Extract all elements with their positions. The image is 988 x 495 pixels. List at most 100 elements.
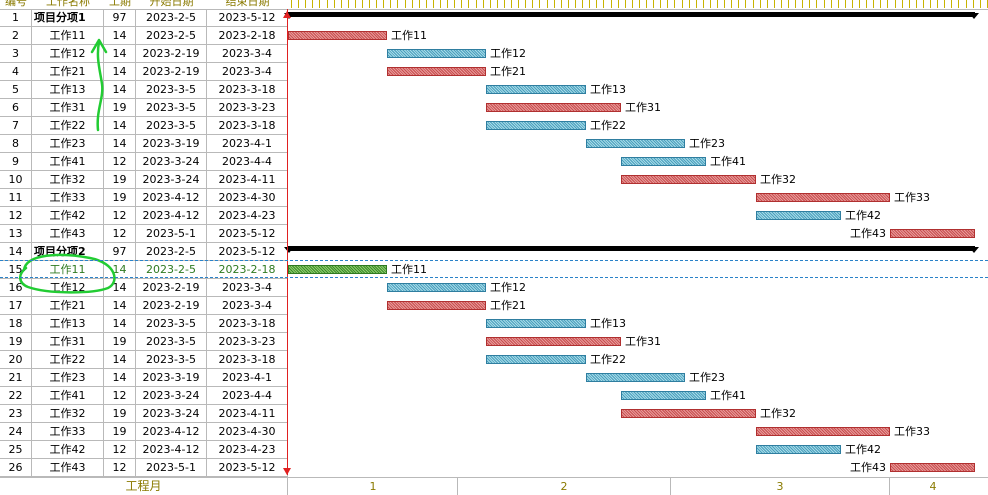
header-start-date[interactable]: 开始日期	[149, 0, 194, 8]
task-name-cell[interactable]: 工作21	[32, 63, 104, 81]
end-date-cell[interactable]: 2023-3-4	[207, 63, 288, 81]
row-index[interactable]: 10	[0, 171, 32, 189]
task-name-cell[interactable]: 工作21	[32, 297, 104, 315]
start-date-cell[interactable]: 2023-2-19	[136, 45, 207, 63]
task-bar[interactable]	[387, 283, 486, 292]
task-name-cell[interactable]: 工作32	[32, 405, 104, 423]
task-bar[interactable]	[890, 229, 975, 238]
task-name-cell[interactable]: 工作41	[32, 387, 104, 405]
start-date-cell[interactable]: 2023-3-24	[136, 387, 207, 405]
end-date-cell[interactable]: 2023-5-12	[207, 225, 288, 243]
duration-cell[interactable]: 14	[104, 351, 136, 369]
end-date-cell[interactable]: 2023-4-30	[207, 423, 288, 441]
start-date-cell[interactable]: 2023-4-12	[136, 423, 207, 441]
end-date-cell[interactable]: 2023-3-18	[207, 81, 288, 99]
row-index[interactable]: 19	[0, 333, 32, 351]
task-name-cell[interactable]: 工作43	[32, 225, 104, 243]
task-bar[interactable]	[486, 121, 586, 130]
end-date-cell[interactable]: 2023-2-18	[207, 27, 288, 45]
task-name-cell[interactable]: 工作23	[32, 369, 104, 387]
table-row[interactable]: 12 工作42 12 2023-4-12 2023-4-23	[0, 207, 988, 225]
task-bar[interactable]	[890, 463, 975, 472]
start-date-cell[interactable]: 2023-3-5	[136, 99, 207, 117]
row-index[interactable]: 20	[0, 351, 32, 369]
task-name-cell[interactable]: 工作31	[32, 333, 104, 351]
table-row[interactable]: 7 工作22 14 2023-3-5 2023-3-18	[0, 117, 988, 135]
row-index[interactable]: 24	[0, 423, 32, 441]
task-bar[interactable]	[486, 103, 621, 112]
task-bar[interactable]	[756, 445, 841, 454]
end-date-cell[interactable]: 2023-3-23	[207, 99, 288, 117]
row-index[interactable]: 14	[0, 243, 32, 261]
duration-cell[interactable]: 97	[104, 243, 136, 261]
task-name-cell[interactable]: 工作12	[32, 45, 104, 63]
duration-cell[interactable]: 14	[104, 369, 136, 387]
table-row[interactable]: 6 工作31 19 2023-3-5 2023-3-23	[0, 99, 988, 117]
task-name-cell[interactable]: 工作42	[32, 207, 104, 225]
end-date-cell[interactable]: 2023-3-4	[207, 297, 288, 315]
duration-cell[interactable]: 12	[104, 387, 136, 405]
start-date-cell[interactable]: 2023-3-19	[136, 135, 207, 153]
row-index[interactable]: 4	[0, 63, 32, 81]
current-date-bottom-marker[interactable]	[283, 468, 291, 475]
task-name-cell[interactable]: 工作32	[32, 171, 104, 189]
task-name-cell[interactable]: 工作12	[32, 279, 104, 297]
start-date-cell[interactable]: 2023-2-19	[136, 279, 207, 297]
duration-cell[interactable]: 14	[104, 81, 136, 99]
row-index[interactable]: 6	[0, 99, 32, 117]
end-date-cell[interactable]: 2023-4-1	[207, 135, 288, 153]
task-name-cell[interactable]: 工作31	[32, 99, 104, 117]
duration-cell[interactable]: 19	[104, 423, 136, 441]
current-date-line[interactable]	[287, 9, 288, 475]
table-row[interactable]: 19 工作31 19 2023-3-5 2023-3-23	[0, 333, 988, 351]
table-row[interactable]: 2 工作11 14 2023-2-5 2023-2-18	[0, 27, 988, 45]
duration-cell[interactable]: 19	[104, 333, 136, 351]
table-row[interactable]: 11 工作33 19 2023-4-12 2023-4-30	[0, 189, 988, 207]
end-date-cell[interactable]: 2023-4-1	[207, 369, 288, 387]
start-date-cell[interactable]: 2023-3-24	[136, 171, 207, 189]
start-date-cell[interactable]: 2023-2-5	[136, 261, 207, 279]
start-date-cell[interactable]: 2023-2-5	[136, 9, 207, 27]
start-date-cell[interactable]: 2023-3-5	[136, 351, 207, 369]
task-bar[interactable]	[621, 157, 706, 166]
row-index[interactable]: 11	[0, 189, 32, 207]
duration-cell[interactable]: 12	[104, 459, 136, 477]
duration-cell[interactable]: 19	[104, 171, 136, 189]
table-row[interactable]: 24 工作33 19 2023-4-12 2023-4-30	[0, 423, 988, 441]
task-bar[interactable]	[486, 337, 621, 346]
table-row[interactable]: 18 工作13 14 2023-3-5 2023-3-18	[0, 315, 988, 333]
row-index[interactable]: 8	[0, 135, 32, 153]
end-date-cell[interactable]: 2023-4-23	[207, 441, 288, 459]
task-bar[interactable]	[621, 391, 706, 400]
task-name-cell[interactable]: 工作41	[32, 153, 104, 171]
end-date-cell[interactable]: 2023-4-23	[207, 207, 288, 225]
task-bar[interactable]	[756, 193, 890, 202]
task-name-cell[interactable]: 工作11	[32, 27, 104, 45]
task-bar[interactable]	[486, 319, 586, 328]
duration-cell[interactable]: 14	[104, 117, 136, 135]
duration-cell[interactable]: 14	[104, 135, 136, 153]
end-date-cell[interactable]: 2023-3-23	[207, 333, 288, 351]
start-date-cell[interactable]: 2023-3-24	[136, 405, 207, 423]
header-task-name[interactable]: 工作名称	[46, 0, 90, 8]
task-bar[interactable]	[387, 301, 486, 310]
end-date-cell[interactable]: 2023-3-4	[207, 45, 288, 63]
task-bar[interactable]	[756, 211, 841, 220]
duration-cell[interactable]: 12	[104, 207, 136, 225]
row-index[interactable]: 22	[0, 387, 32, 405]
table-row[interactable]: 25 工作42 12 2023-4-12 2023-4-23	[0, 441, 988, 459]
row-index[interactable]: 23	[0, 405, 32, 423]
row-index[interactable]: 18	[0, 315, 32, 333]
row-index[interactable]: 16	[0, 279, 32, 297]
duration-cell[interactable]: 19	[104, 99, 136, 117]
end-date-cell[interactable]: 2023-5-12	[207, 243, 288, 261]
duration-cell[interactable]: 14	[104, 261, 136, 279]
current-date-top-marker[interactable]	[283, 11, 291, 18]
task-name-cell[interactable]: 工作13	[32, 81, 104, 99]
task-name-cell[interactable]: 工作43	[32, 459, 104, 477]
table-row[interactable]: 20 工作22 14 2023-3-5 2023-3-18	[0, 351, 988, 369]
task-name-cell[interactable]: 工作22	[32, 351, 104, 369]
end-date-cell[interactable]: 2023-3-18	[207, 315, 288, 333]
duration-cell[interactable]: 14	[104, 27, 136, 45]
start-date-cell[interactable]: 2023-2-19	[136, 297, 207, 315]
